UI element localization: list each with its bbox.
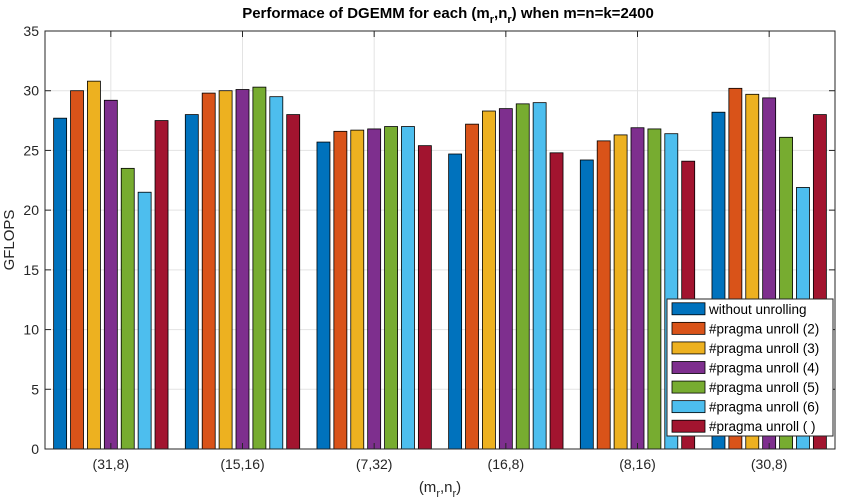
y-tick-label: 20 (23, 202, 39, 218)
bar (596, 140, 611, 450)
legend: without unrolling #pragma unroll (2) #prag… (666, 298, 834, 437)
legend-label: #pragma unroll (2) (709, 321, 819, 336)
legend-label: without unrolling (708, 302, 807, 317)
bar (384, 126, 398, 450)
legend-swatch (671, 341, 706, 355)
bar (120, 167, 135, 450)
bar (613, 134, 628, 450)
x-axis-label: (mr,nr) (419, 479, 461, 500)
x-tick-label: (31,8) (93, 456, 130, 472)
bar (201, 92, 216, 450)
x-tick-label: (7,32) (356, 456, 393, 472)
bar (417, 145, 432, 450)
plot-area-frame (44, 30, 836, 450)
legend-swatch (671, 419, 706, 433)
bar (498, 108, 513, 450)
legend-swatch (671, 380, 706, 394)
y-tick-label: 0 (31, 441, 39, 457)
chart-title-tail: ) when m=n=k=2400 (512, 5, 654, 22)
x-tick-label: (30,8) (751, 456, 788, 472)
legend-swatch (671, 302, 706, 316)
legend-label: #pragma unroll (3) (709, 341, 819, 356)
x-axis-label-mid: ,n (440, 479, 453, 496)
legend-label: #pragma unroll ( ) (709, 419, 816, 434)
y-tick-label: 30 (23, 83, 39, 99)
legend-swatch (671, 321, 706, 335)
bar (401, 126, 415, 450)
bar (647, 128, 662, 450)
bar (448, 153, 463, 450)
bar (235, 89, 250, 450)
x-axis-label-close: ) (456, 479, 461, 496)
y-axis-label: GFLOPS (1, 210, 18, 271)
bar (53, 117, 68, 450)
bar (70, 90, 84, 450)
bar (579, 159, 594, 450)
bar (532, 102, 547, 450)
bar (515, 103, 530, 450)
chart-title: Performace of DGEMM for each (mr,nr) whe… (242, 5, 654, 26)
y-tick-label: 5 (31, 381, 39, 397)
y-tick-label: 25 (23, 142, 39, 158)
bar (269, 96, 284, 450)
legend-label: #pragma unroll (4) (709, 361, 819, 376)
y-tick-label: 15 (23, 262, 39, 278)
bar (333, 130, 348, 450)
bar (367, 128, 382, 450)
x-axis-label-open: (m (419, 479, 437, 496)
legend-swatch (671, 400, 706, 414)
x-tick-label: (15,16) (220, 456, 264, 472)
bar (184, 114, 199, 450)
bar (350, 129, 365, 450)
bar (286, 114, 301, 450)
x-tick-label: (8,16) (619, 456, 656, 472)
y-tick-label: 35 (23, 23, 39, 39)
chart-title-sub-r1: r (490, 14, 495, 26)
y-tick-label: 10 (23, 322, 39, 338)
bar (630, 127, 645, 450)
bar (482, 110, 496, 450)
bar (137, 191, 152, 450)
legend-swatch (671, 361, 706, 374)
legend-label: #pragma unroll (6) (709, 400, 819, 415)
chart-title-mid: ,n (494, 5, 507, 22)
legend-label: #pragma unroll (5) (709, 380, 819, 395)
x-axis-label-sub-r2: r (453, 488, 457, 500)
bar (218, 90, 233, 450)
bar (316, 141, 331, 450)
bar (87, 80, 101, 450)
chart-title-sub-r2: r (507, 14, 512, 26)
bar (252, 86, 267, 450)
chart-title-main: Performace of DGEMM for each (m (242, 5, 490, 22)
x-axis-label-sub-r1: r (436, 488, 440, 500)
bar (103, 99, 118, 450)
x-tick-label: (16,8) (488, 456, 525, 472)
bar (154, 120, 169, 450)
bar (465, 123, 479, 450)
bar (549, 152, 564, 450)
